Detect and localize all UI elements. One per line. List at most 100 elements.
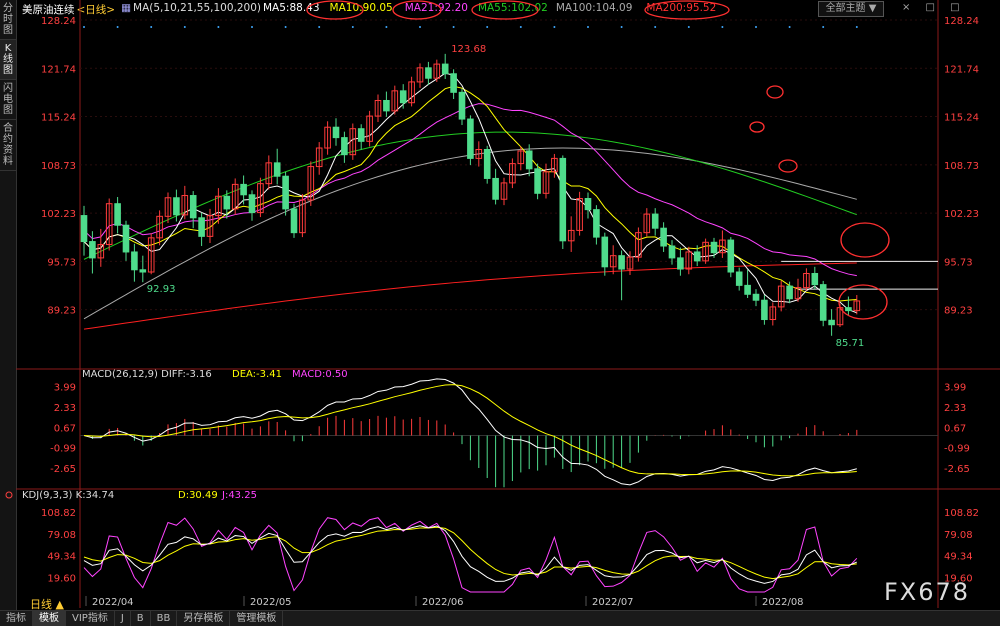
tab-flash-chart[interactable]: 闪电图 [0, 80, 16, 120]
candle-body [198, 217, 205, 237]
signal-dot [486, 26, 489, 28]
price-axis-label-right: 89.23 [944, 306, 973, 317]
candle-body [635, 232, 642, 258]
tab-k-line-chart[interactable]: K线图 [0, 40, 16, 80]
kdj-j-label: J:43.25 [221, 490, 257, 501]
candle-body [105, 203, 113, 246]
candle-body [500, 182, 508, 200]
macd-dea-label: DEA:-3.41 [232, 369, 282, 380]
signal-dot [351, 26, 354, 28]
candle-body [458, 91, 466, 120]
candle-body [811, 272, 819, 286]
period-selector[interactable]: 日线 ▲ [30, 598, 64, 611]
candle-body [450, 73, 457, 93]
kdj-d-line [83, 526, 857, 580]
date-axis-label: 2022/04 [92, 597, 134, 608]
candle-body [391, 90, 399, 112]
kdj-axis-label-right: 79.08 [944, 530, 973, 541]
candle-body [752, 293, 760, 301]
candle-body [534, 168, 541, 194]
candle-body [231, 183, 239, 210]
ma5-value: MA5:88.43 [263, 2, 320, 14]
candle-body [139, 269, 147, 273]
highlight-circle [644, 0, 730, 20]
signal-dot [519, 26, 522, 28]
candle-body [189, 195, 197, 219]
btab-b[interactable]: B [131, 611, 151, 626]
candle-body [147, 237, 155, 273]
btab-save-template[interactable]: 另存模板 [177, 611, 231, 626]
kdj-j-line [83, 517, 858, 593]
candle-body [433, 63, 441, 79]
price-axis-label-right: 128.24 [944, 16, 979, 27]
candle-body [416, 67, 424, 83]
candle-body [240, 183, 247, 196]
btab-vip-indicators[interactable]: VIP指标 [66, 611, 115, 626]
signal-dot [553, 26, 556, 28]
price-axis-label-left: 102.23 [41, 209, 76, 220]
low-price-label-1: 92.93 [147, 284, 176, 295]
btab-indicators[interactable]: 指标 [0, 611, 33, 626]
window-controls[interactable]: × □ □ [902, 2, 966, 13]
candle-body [441, 63, 449, 75]
signal-dot [419, 26, 421, 28]
btab-bb[interactable]: BB [151, 611, 178, 626]
candle-body [366, 115, 373, 142]
candle-body [693, 251, 701, 262]
ma10-value: MA10:90.05 [329, 2, 393, 14]
candle-body [273, 162, 281, 177]
indicator-toggle-icon [5, 491, 13, 499]
candle-body [819, 284, 827, 321]
macd-axis-label-left: 3.99 [54, 383, 76, 394]
candle-body [290, 208, 298, 234]
candle-body [374, 99, 382, 117]
signal-dot [654, 26, 657, 28]
macd-axis-label-left: -2.65 [50, 464, 76, 475]
btab-templates[interactable]: 模板 [33, 611, 66, 626]
btab-manage-templates[interactable]: 管理模板 [230, 611, 284, 626]
kdj-axis-label-left: 49.34 [47, 552, 76, 563]
ma-params: MA(5,10,21,55,100,200) [133, 2, 261, 14]
candle-body [215, 195, 222, 217]
price-axis-label-left: 115.24 [41, 113, 76, 124]
signal-dot [687, 26, 690, 28]
tab-contract-info[interactable]: 合约资料 [0, 120, 16, 171]
settings-icon[interactable]: ▦ [121, 2, 132, 14]
kdj-axis-label-left: 19.60 [47, 574, 76, 585]
low-price-label-2: 85.71 [836, 338, 865, 349]
macd-axis-label-left: -0.99 [50, 444, 76, 455]
signal-dot [587, 26, 589, 28]
macd-axis-label-right: 2.33 [944, 403, 966, 414]
highlight-circle [840, 222, 890, 258]
highlight-circle [766, 85, 784, 99]
candle-body [181, 195, 189, 216]
candle-body [677, 257, 684, 270]
candle-body [357, 128, 365, 142]
macd-dea-line [83, 384, 857, 477]
candle-body [114, 203, 121, 226]
date-axis-label: 2022/08 [762, 597, 804, 608]
candle-body [584, 197, 592, 211]
highlight-circle [471, 0, 539, 20]
ma200-value: MA200:95.52 [646, 2, 717, 14]
highlight-circle [392, 0, 442, 20]
signal-dot [217, 26, 220, 28]
theme-dropdown[interactable]: 全部主题 ▼ [818, 1, 884, 17]
highlight-circle [778, 159, 798, 173]
btab-j[interactable]: J [115, 611, 131, 626]
candle-body [735, 271, 743, 286]
candle-body [576, 197, 583, 231]
candle-body [173, 197, 180, 216]
signal-dot [83, 26, 85, 28]
candle-body [399, 90, 407, 104]
kdj-axis-label-left: 108.82 [41, 508, 76, 519]
tab-intraday-chart[interactable]: 分时图 [0, 0, 16, 40]
candle-body [803, 272, 810, 289]
candle-body [853, 300, 861, 312]
macd-value-label: MACD:0.50 [292, 369, 348, 380]
signal-dot [721, 26, 724, 28]
candle-body [131, 251, 138, 271]
chart-area[interactable]: 128.24 128.24 121.74 121.74 115.24 115.24 108.… [0, 0, 1000, 610]
signal-dot [116, 26, 119, 28]
price-axis-label-left: 121.74 [41, 64, 76, 75]
